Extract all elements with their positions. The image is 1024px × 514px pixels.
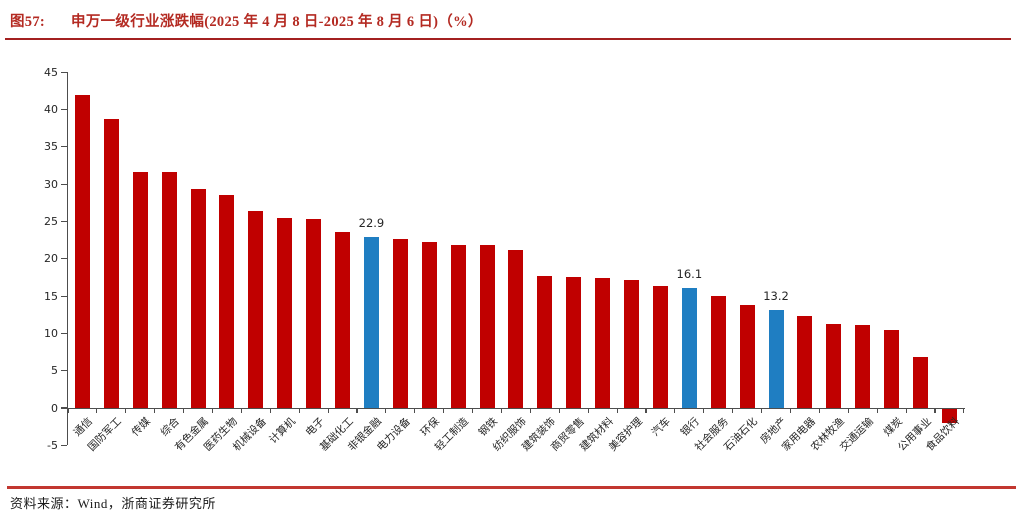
figure-title: 图57: 申万一级行业涨跌幅(2025 年 4 月 8 日-2025 年 8 月 … xyxy=(10,10,483,31)
x-axis-tick xyxy=(96,408,98,413)
bar-银行 xyxy=(681,287,697,408)
x-axis-tick xyxy=(269,408,271,413)
x-axis-tick xyxy=(876,408,878,413)
x-axis-tick xyxy=(327,408,329,413)
x-axis-tick xyxy=(240,408,242,413)
bar-医药生物 xyxy=(219,195,235,408)
bar-轻工制造 xyxy=(450,244,466,408)
x-axis-tick xyxy=(587,408,589,413)
bar-value-label-银行: 16.1 xyxy=(676,266,703,281)
y-axis-tick xyxy=(61,407,67,409)
y-axis-tick-label: 40 xyxy=(44,103,58,117)
bar-通信 xyxy=(74,94,90,408)
y-axis-tick-label: 0 xyxy=(51,401,58,415)
bar-交通运输 xyxy=(855,325,871,408)
bar-有色金属 xyxy=(190,188,206,408)
bar-综合 xyxy=(161,171,177,408)
bar-钢铁 xyxy=(479,244,495,408)
y-axis-tick-label: 15 xyxy=(44,289,58,303)
y-axis-tick-label: 25 xyxy=(44,215,58,228)
bar-电力设备 xyxy=(392,239,408,408)
x-axis-tick xyxy=(125,408,127,413)
x-axis-tick xyxy=(789,408,792,413)
x-axis-tick xyxy=(963,408,965,413)
y-axis-tick-label: 20 xyxy=(44,252,58,266)
y-axis-tick xyxy=(61,71,67,73)
y-axis-tick xyxy=(61,220,67,223)
x-axis-tick xyxy=(443,408,445,413)
bar-美容护理 xyxy=(624,280,640,408)
bar-电子 xyxy=(306,218,322,408)
x-axis-tick xyxy=(934,408,936,413)
x-axis-tick xyxy=(529,408,531,413)
x-axis-tick xyxy=(732,408,734,413)
y-axis-tick-label: -5 xyxy=(47,438,58,452)
bar-value-label-非银金融: 22.9 xyxy=(358,216,385,231)
x-axis-tick xyxy=(645,408,647,413)
x-axis-tick xyxy=(414,408,416,413)
figure-title-text: 申万一级行业涨跌幅(2025 年 4 月 8 日-2025 年 8 月 6 日)… xyxy=(71,14,483,30)
bar-家用电器 xyxy=(797,316,813,408)
y-axis-tick-label: 45 xyxy=(44,65,58,79)
y-axis-tick-label: 30 xyxy=(44,177,58,191)
x-axis-tick xyxy=(183,408,185,413)
y-axis-tick xyxy=(61,295,67,297)
x-axis-tick xyxy=(761,408,763,413)
bar-建筑装饰 xyxy=(537,275,553,408)
bar-纺织服饰 xyxy=(508,249,524,408)
x-axis-line xyxy=(66,407,966,409)
x-axis-tick xyxy=(67,408,69,413)
y-axis-tick xyxy=(61,146,67,148)
y-axis-tick xyxy=(61,332,67,334)
footer-divider xyxy=(7,486,1016,489)
y-axis-tick-label: 10 xyxy=(44,326,58,340)
y-axis-tick xyxy=(61,444,67,446)
bar-建筑材料 xyxy=(595,278,611,408)
y-axis-tick xyxy=(61,183,67,185)
y-axis-tick-label: 5 xyxy=(51,364,58,378)
y-axis-tick xyxy=(61,258,67,260)
x-axis-tick xyxy=(472,408,474,413)
x-axis-tick xyxy=(500,408,503,413)
x-axis-tick xyxy=(558,408,560,413)
bar-机械设备 xyxy=(248,211,264,408)
bar-汽车 xyxy=(652,285,668,408)
x-axis-tick xyxy=(385,408,387,413)
industry-returns-bar-chart: 45 40 35 30 25 20 15 10 5 0 -5 通信 国防军工 传媒 综合 有色金属 医药生物 机械… xyxy=(44,65,966,454)
figure-number: 图57: xyxy=(10,14,46,30)
bar-石油石化 xyxy=(739,305,755,408)
bar-传媒 xyxy=(132,171,148,408)
x-axis-tick xyxy=(616,408,618,413)
bar-社会服务 xyxy=(710,296,726,408)
bar-非银金融 xyxy=(363,237,379,408)
x-axis-tick xyxy=(905,408,907,413)
y-axis-tick xyxy=(61,370,67,372)
bar-基础化工 xyxy=(335,231,351,408)
source-note: 资料来源：Wind，浙商证券研究所 xyxy=(10,496,216,511)
bar-房地产 xyxy=(768,309,784,408)
x-axis-tick xyxy=(298,408,300,413)
x-axis-tick xyxy=(847,408,849,413)
x-axis-tick xyxy=(211,408,214,413)
bar-公用事业 xyxy=(913,357,929,408)
bar-国防军工 xyxy=(103,118,119,408)
y-axis-tick-label: 35 xyxy=(44,140,58,154)
x-axis-tick xyxy=(674,408,676,413)
x-axis-tick xyxy=(818,408,820,413)
bar-食品饮料 xyxy=(941,409,957,424)
bar-value-label-房地产: 13.2 xyxy=(763,288,789,303)
x-axis-tick xyxy=(356,408,358,413)
y-axis-tick xyxy=(61,109,67,111)
y-axis-line xyxy=(66,72,68,446)
title-divider xyxy=(5,38,1011,41)
bar-农林牧渔 xyxy=(826,324,842,408)
bar-煤炭 xyxy=(884,329,900,408)
bar-计算机 xyxy=(277,217,293,408)
bar-商贸零售 xyxy=(566,277,582,408)
x-axis-tick xyxy=(703,408,705,413)
bar-环保 xyxy=(421,242,437,408)
x-axis-tick xyxy=(154,408,156,413)
